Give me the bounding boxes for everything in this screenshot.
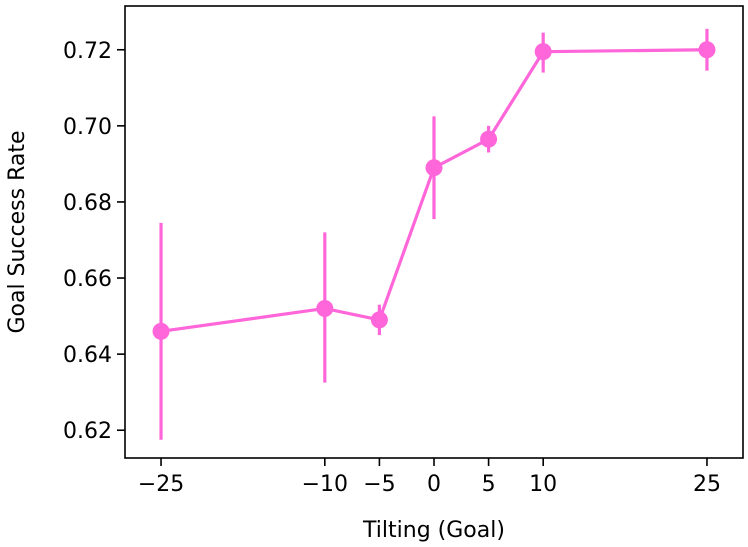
data-point bbox=[534, 43, 552, 61]
data-point bbox=[152, 322, 170, 340]
y-tick-label: 0.68 bbox=[63, 191, 112, 216]
data-point bbox=[370, 311, 388, 329]
y-tick-label: 0.64 bbox=[63, 343, 112, 368]
x-tick-label: 0 bbox=[427, 472, 441, 497]
y-tick-label: 0.72 bbox=[63, 39, 112, 64]
data-point bbox=[316, 299, 334, 317]
x-tick-label: −5 bbox=[363, 472, 395, 497]
x-tick-label: 25 bbox=[693, 472, 721, 497]
x-axis: −25 −10 −5 0 5 10 25 bbox=[138, 458, 721, 497]
data-point bbox=[480, 130, 498, 148]
data-point bbox=[425, 159, 443, 177]
y-axis: 0.62 0.64 0.66 0.68 0.70 0.72 bbox=[63, 39, 125, 444]
x-tick-label: −10 bbox=[302, 472, 348, 497]
x-tick-label: 10 bbox=[529, 472, 557, 497]
plot-marks bbox=[152, 28, 716, 440]
data-point bbox=[698, 41, 716, 59]
y-tick-label: 0.66 bbox=[63, 267, 112, 292]
y-tick-label: 0.62 bbox=[63, 419, 112, 444]
y-axis-title: Goal Success Rate bbox=[5, 130, 30, 333]
x-tick-label: −25 bbox=[138, 472, 184, 497]
y-tick-label: 0.70 bbox=[63, 115, 112, 140]
x-tick-label: 5 bbox=[482, 472, 496, 497]
x-axis-title: Tilting (Goal) bbox=[362, 518, 505, 543]
